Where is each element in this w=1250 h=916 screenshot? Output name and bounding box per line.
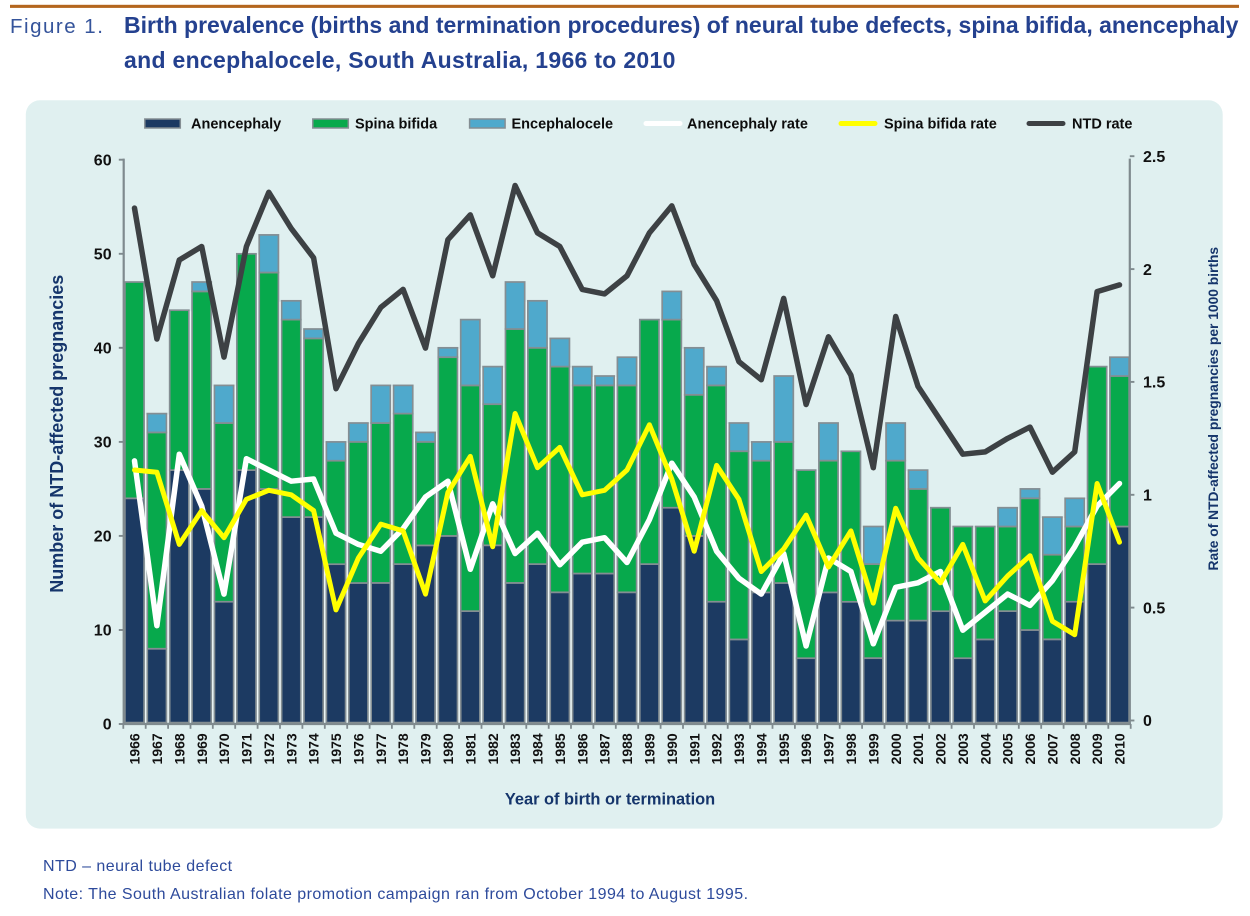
svg-text:NTD – neural tube defect: NTD – neural tube defect [43, 858, 233, 875]
svg-text:1978: 1978 [395, 733, 411, 764]
svg-text:50: 50 [94, 247, 112, 264]
svg-text:1976: 1976 [351, 733, 367, 764]
svg-text:2003: 2003 [955, 733, 971, 764]
svg-text:1985: 1985 [552, 733, 568, 764]
svg-text:Note: The South Australian fol: Note: The South Australian folate promot… [43, 886, 749, 903]
svg-text:0: 0 [103, 717, 112, 734]
svg-text:1999: 1999 [865, 733, 881, 764]
svg-text:0.5: 0.5 [1143, 600, 1165, 617]
svg-text:1987: 1987 [597, 733, 613, 764]
svg-text:1984: 1984 [530, 733, 546, 764]
svg-text:1975: 1975 [328, 733, 344, 764]
svg-text:1979: 1979 [418, 733, 434, 764]
svg-text:60: 60 [94, 152, 112, 169]
svg-text:2001: 2001 [910, 733, 926, 764]
svg-text:2009: 2009 [1089, 733, 1105, 764]
svg-text:1988: 1988 [619, 733, 635, 764]
svg-text:1986: 1986 [574, 733, 590, 764]
svg-text:0: 0 [1143, 713, 1152, 730]
svg-text:Anencephaly rate: Anencephaly rate [687, 117, 808, 133]
svg-text:1977: 1977 [373, 733, 389, 764]
svg-text:1974: 1974 [306, 733, 322, 764]
svg-text:Encephalocele: Encephalocele [512, 117, 614, 133]
svg-text:2004: 2004 [977, 733, 993, 764]
svg-text:Spina bifida rate: Spina bifida rate [884, 117, 997, 133]
svg-text:1971: 1971 [239, 733, 255, 764]
svg-text:2: 2 [1143, 262, 1152, 279]
svg-text:1991: 1991 [686, 733, 702, 764]
svg-text:1968: 1968 [171, 733, 187, 764]
svg-text:Birth prevalence (births and t: Birth prevalence (births and termination… [124, 12, 1239, 38]
svg-text:2008: 2008 [1067, 733, 1083, 764]
svg-text:Anencephaly: Anencephaly [191, 117, 281, 133]
svg-text:1973: 1973 [283, 733, 299, 764]
svg-text:1990: 1990 [664, 733, 680, 764]
svg-text:1997: 1997 [821, 733, 837, 764]
svg-text:2.5: 2.5 [1143, 149, 1165, 166]
svg-text:2000: 2000 [888, 733, 904, 764]
svg-text:Rate of NTD-affected pregnanci: Rate of NTD-affected pregnancies per 100… [1206, 247, 1221, 571]
svg-text:1970: 1970 [216, 733, 232, 764]
svg-text:2007: 2007 [1045, 733, 1061, 764]
svg-text:2010: 2010 [1112, 733, 1128, 764]
svg-text:1967: 1967 [149, 733, 165, 764]
svg-text:1993: 1993 [731, 733, 747, 764]
svg-text:1998: 1998 [843, 733, 859, 764]
svg-text:2002: 2002 [933, 733, 949, 764]
svg-text:1981: 1981 [462, 733, 478, 764]
svg-text:NTD rate: NTD rate [1072, 117, 1132, 133]
svg-text:1: 1 [1143, 488, 1152, 505]
svg-text:1992: 1992 [709, 733, 725, 764]
svg-text:Spina bifida: Spina bifida [355, 117, 438, 133]
svg-text:2006: 2006 [1022, 733, 1038, 764]
svg-text:2005: 2005 [1000, 733, 1016, 764]
svg-text:1966: 1966 [127, 733, 143, 764]
svg-text:1982: 1982 [485, 733, 501, 764]
svg-text:20: 20 [94, 529, 112, 546]
svg-text:Number of NTD-affected pregnan: Number of NTD-affected pregnancies [47, 275, 67, 593]
svg-text:10: 10 [94, 623, 112, 640]
svg-text:1989: 1989 [642, 733, 658, 764]
svg-text:Year of birth or termination: Year of birth or termination [505, 791, 715, 809]
svg-text:1995: 1995 [776, 733, 792, 764]
svg-text:1996: 1996 [798, 733, 814, 764]
svg-text:1983: 1983 [507, 733, 523, 764]
svg-text:1994: 1994 [753, 733, 769, 764]
svg-text:30: 30 [94, 435, 112, 452]
svg-text:1972: 1972 [261, 733, 277, 764]
svg-text:1969: 1969 [194, 733, 210, 764]
svg-text:1.5: 1.5 [1143, 375, 1165, 392]
svg-text:and encephalocele, South Austr: and encephalocele, South Australia, 1966… [124, 47, 676, 73]
svg-text:40: 40 [94, 341, 112, 358]
svg-text:1980: 1980 [440, 733, 456, 764]
svg-text:Figure 1.: Figure 1. [10, 15, 104, 38]
